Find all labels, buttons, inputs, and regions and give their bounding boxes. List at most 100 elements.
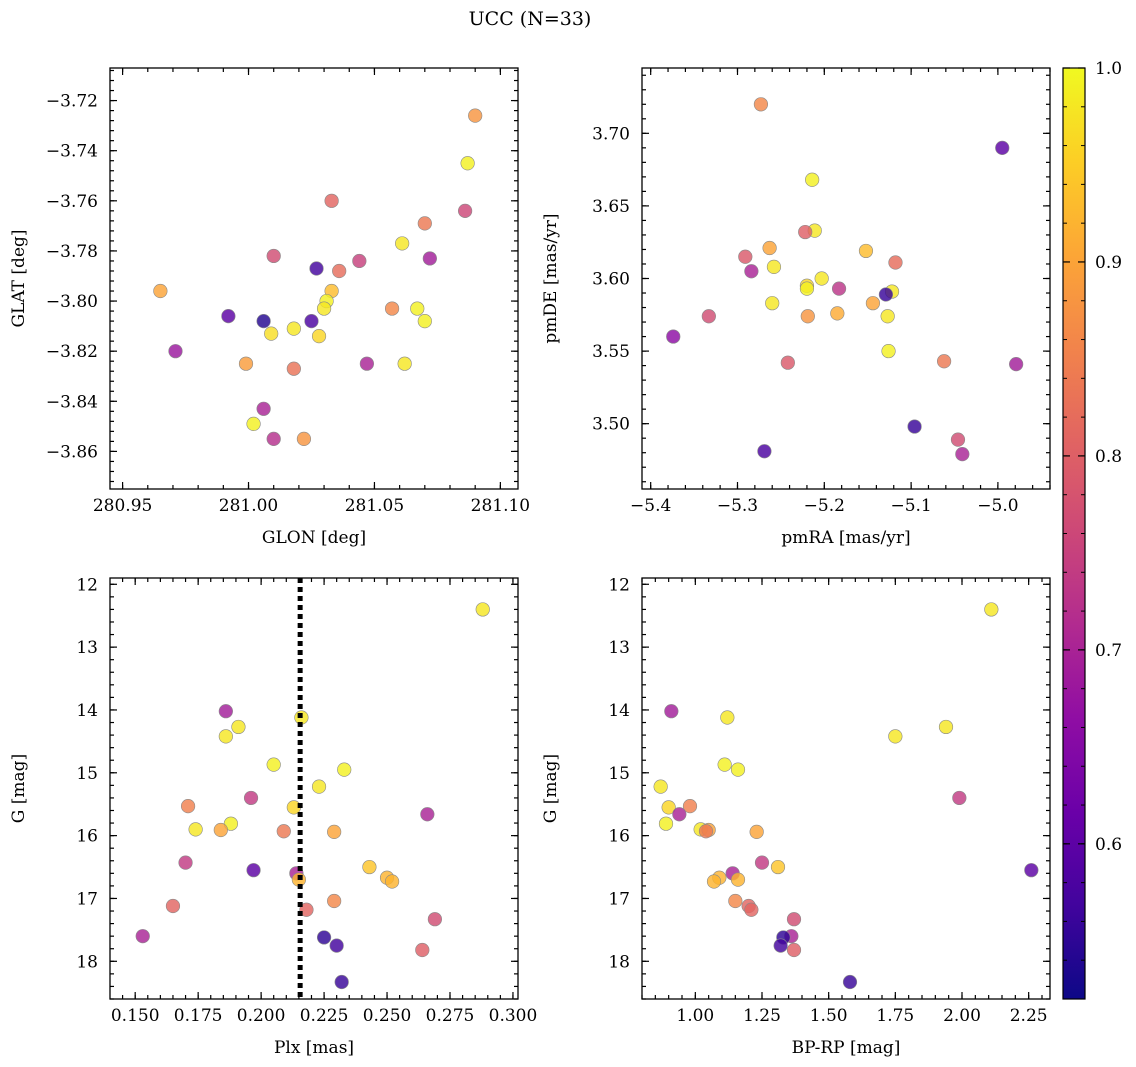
scatter-point [799, 281, 815, 296]
scatter-point [266, 431, 281, 446]
scatter-point [888, 729, 903, 744]
scatter-point [880, 309, 895, 324]
scatter-point [311, 779, 327, 794]
scatter-point [422, 251, 437, 266]
scatter-point [188, 822, 203, 837]
scatter-point [316, 930, 332, 945]
figure-title: UCC (N=33) [468, 8, 592, 30]
x-tick-label: 281.00 [219, 496, 278, 516]
scatter-point [730, 872, 746, 887]
x-tick-label: 281.10 [471, 496, 530, 516]
scatter-point [420, 807, 435, 822]
scatter-point [180, 798, 196, 814]
axes-frame [641, 577, 1051, 1000]
scatter-point [664, 704, 679, 719]
y-tick-label: 13 [608, 638, 630, 658]
scatter-point [786, 942, 802, 958]
scatter-point [766, 259, 782, 274]
axes-frame [109, 577, 519, 1000]
y-tick-label: 18 [608, 952, 630, 972]
scatter-point [1009, 357, 1024, 372]
scatter-point [730, 762, 746, 777]
x-tick-label: 1.50 [810, 1006, 848, 1026]
panel-glon-glat: 280.95 281.00 281.05 281.10 −3.72 −3.74 −3.76 −… [9, 67, 530, 548]
scatter-point [221, 308, 236, 324]
scatter-point [865, 296, 881, 311]
axes-frame [109, 67, 519, 490]
colorbar-tick-label: 0.9 [1095, 253, 1122, 273]
scatter-point [728, 893, 743, 909]
x-axis-label: Plx [mas] [274, 1038, 354, 1058]
colorbar-tick-label: 1.0 [1095, 59, 1122, 79]
x-tick-label: 0.175 [174, 1006, 223, 1026]
scatter-point [770, 859, 786, 875]
scatter-point [178, 855, 193, 870]
scatter-point [757, 444, 772, 459]
scatter-point [653, 779, 668, 794]
scatter-point [296, 431, 312, 446]
scatter-point [266, 757, 281, 772]
scatter-point [165, 898, 181, 914]
y-axis-label: G [mag] [9, 754, 29, 823]
x-tick-label: −5.2 [804, 496, 845, 516]
scatter-point [800, 309, 815, 324]
y-tick-label: −3.84 [46, 392, 98, 412]
scatter-series [653, 602, 1039, 990]
scatter-point [299, 902, 314, 917]
scatter-point [286, 321, 301, 336]
scatter-point [858, 243, 874, 259]
x-tick-label: 2.25 [1010, 1006, 1048, 1026]
y-tick-label: 12 [608, 575, 630, 595]
scatter-point [780, 355, 795, 370]
scatter-point [744, 264, 759, 279]
scatter-point [359, 356, 374, 371]
x-axis-label: pmRA [mas/yr] [781, 528, 910, 548]
scatter-point [256, 401, 271, 416]
y-tick-label: 14 [76, 701, 98, 721]
x-tick-label: 0.200 [237, 1006, 286, 1026]
y-tick-label: −3.72 [46, 92, 98, 112]
scatter-point [805, 172, 820, 187]
scatter-point [213, 822, 228, 838]
scatter-point [658, 816, 674, 831]
x-tick-label: 0.225 [300, 1006, 349, 1026]
y-tick-label: 14 [608, 701, 630, 721]
y-tick-label: 3.65 [592, 197, 630, 217]
scatter-point [334, 974, 349, 990]
scatter-point [324, 193, 339, 208]
scatter-point [666, 329, 681, 344]
scatter-point [773, 938, 788, 953]
scatter-point [878, 287, 894, 302]
scatter-point [706, 874, 722, 889]
scatter-series [135, 602, 490, 990]
scatter-point [218, 729, 233, 744]
scatter-point [327, 893, 342, 909]
scatter-point [384, 301, 400, 316]
scatter-point [218, 704, 233, 719]
x-tick-label: 0.250 [363, 1006, 412, 1026]
scatter-point [936, 354, 952, 369]
scatter-point [460, 156, 475, 171]
scatter-point [311, 329, 327, 344]
scatter-point [950, 432, 966, 447]
panel-plx-g: 0.150 0.175 0.200 0.225 0.250 0.275 0.300 12 13 1… [9, 575, 537, 1058]
scatter-point [698, 824, 714, 839]
scatter-point [842, 974, 858, 990]
scatter-point [661, 800, 676, 815]
x-tick-label: 2.00 [943, 1006, 981, 1026]
scatter-point [397, 356, 412, 371]
scatter-point [995, 140, 1010, 155]
scatter-point [243, 790, 259, 806]
scatter-point [907, 419, 922, 434]
scatter-point [738, 249, 753, 264]
scatter-point [458, 203, 473, 218]
y-tick-label: 12 [76, 575, 98, 595]
scatter-point [831, 281, 847, 296]
scatter-point [744, 902, 759, 917]
scatter-point [304, 314, 319, 329]
x-tick-label: 1.00 [676, 1006, 714, 1026]
scatter-point [762, 240, 777, 256]
x-tick-label: 1.75 [876, 1006, 914, 1026]
y-tick-label: −3.74 [46, 142, 98, 162]
